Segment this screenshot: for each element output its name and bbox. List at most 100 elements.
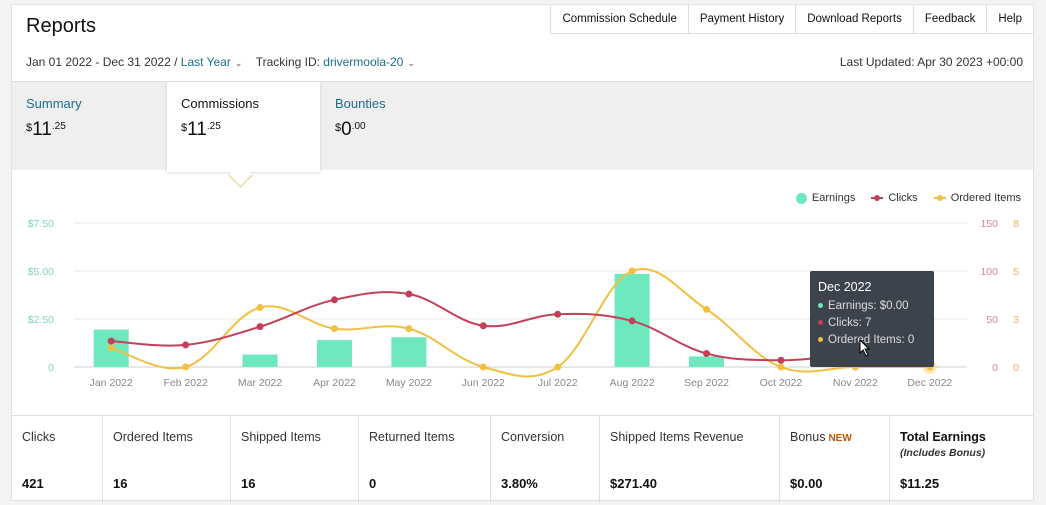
stat-value: $11.25 (900, 476, 940, 491)
tooltip-clicks-text: Clicks: 7 (828, 317, 872, 329)
stat-conversion: Conversion 3.80% (491, 416, 600, 503)
payment-history-button[interactable]: Payment History (688, 5, 797, 33)
tab-label: Commissions (181, 96, 260, 111)
report-tabs: Summary $11.25 Commissions $11.25 Bounti… (12, 81, 1033, 172)
commission-schedule-button[interactable]: Commission Schedule (551, 5, 689, 33)
y-right-clicks-tick-label: 150 (980, 218, 998, 230)
tab-label: Summary (26, 96, 82, 111)
clicks-point (330, 296, 338, 304)
amount-whole: 11 (32, 119, 52, 140)
stat-label: Ordered Items (113, 430, 193, 444)
ordered-items-point (479, 363, 487, 371)
stat-value: 16 (241, 476, 256, 491)
earnings-bar (689, 356, 725, 367)
stat-clicks: Clicks 421 (12, 416, 103, 503)
clicks-point (628, 317, 636, 325)
y-left-tick-label: $7.50 (28, 218, 54, 230)
legend-label: Clicks (888, 192, 918, 204)
tooltip-earnings: Earnings: $0.00 (818, 300, 926, 312)
y-right-clicks-tick-label: 100 (980, 266, 998, 278)
x-tick-label: Jan 2022 (90, 377, 133, 389)
x-tick-label: Sep 2022 (684, 377, 729, 389)
clicks-dot (818, 320, 823, 326)
ordered-items-point (628, 267, 636, 275)
legend-ordered-items[interactable]: Ordered Items (933, 192, 1021, 204)
stat-value: 3.80% (501, 476, 538, 491)
x-tick-label: Dec 2022 (907, 377, 952, 389)
amount-cents: .25 (206, 121, 221, 132)
clicks-point (405, 290, 413, 298)
period-dropdown[interactable]: Last Year ⌄ (181, 55, 243, 69)
tracking-id-dropdown[interactable]: drivermoola-20 ⌄ (323, 55, 415, 69)
y-right-clicks-tick-label: 0 (992, 362, 998, 374)
earnings-bar (391, 337, 427, 367)
stat-bonus: Bonus NEW $0.00 (780, 416, 890, 503)
x-tick-label: May 2022 (386, 377, 432, 389)
x-tick-label: Jul 2022 (538, 377, 578, 389)
ordered-items-point (330, 325, 338, 333)
legend-clicks[interactable]: Clicks (871, 192, 918, 204)
summary-amount: $11.25 (26, 119, 151, 141)
commissions-amount: $11.25 (181, 119, 306, 141)
feedback-button[interactable]: Feedback (913, 5, 988, 33)
ordered-items-point (777, 363, 785, 371)
earnings-dot (818, 303, 823, 309)
stat-label: Bonus (790, 430, 826, 444)
tracking-id-value: drivermoola-20 (323, 55, 404, 69)
stats-bar: Clicks 421 Ordered Items 16 Shipped Items 1… (12, 415, 1033, 503)
clicks-point (479, 322, 487, 330)
ordered-items-point (256, 303, 264, 311)
y-left-tick-label: $5.00 (28, 266, 54, 278)
chart-tooltip: Dec 2022 Earnings: $0.00 Clicks: 7 Order… (810, 271, 934, 367)
mouse-cursor-icon (859, 339, 871, 357)
period-label: Last Year (180, 55, 231, 69)
tooltip-ordered: Ordered Items: 0 (818, 334, 926, 346)
clicks-swatch (871, 195, 884, 201)
help-button[interactable]: Help (987, 5, 1033, 33)
stat-total-earnings: Total Earnings (Includes Bonus) $11.25 (890, 416, 1033, 503)
legend-label: Earnings (811, 192, 856, 204)
tooltip-title: Dec 2022 (818, 280, 872, 294)
bounties-amount: $0.00 (335, 119, 460, 141)
y-right-clicks-tick-label: 50 (986, 314, 998, 326)
download-reports-button[interactable]: Download Reports (796, 5, 914, 33)
y-left-tick-label: $2.50 (28, 314, 54, 326)
tab-bounties[interactable]: Bounties $0.00 (321, 82, 474, 170)
page-title: Reports (26, 15, 97, 37)
stat-label: Conversion (501, 430, 565, 444)
tab-commissions[interactable]: Commissions $11.25 (167, 82, 320, 172)
tooltip-earnings-text: Earnings: $0.00 (828, 300, 909, 312)
earnings-bar (242, 354, 278, 367)
stat-label: Returned Items (369, 430, 455, 444)
y-right-ordered-tick-label: 3 (1013, 314, 1019, 326)
stat-label: Shipped Items Revenue (610, 430, 744, 444)
clicks-point (182, 341, 190, 349)
ordered-items-point (405, 325, 413, 333)
stat-value: $271.40 (610, 476, 657, 491)
x-tick-label: Oct 2022 (760, 377, 803, 389)
tracking-label: Tracking ID: (255, 55, 324, 69)
y-right-ordered-tick-label: 0 (1013, 362, 1019, 374)
ordered-items-swatch (933, 195, 946, 201)
stat-returned-items: Returned Items 0 (359, 416, 491, 503)
chevron-down-icon: ⌄ (407, 58, 415, 68)
tab-summary[interactable]: Summary $11.25 (12, 82, 165, 170)
x-tick-label: Jun 2022 (462, 377, 505, 389)
stat-sublabel: (Includes Bonus) (900, 447, 986, 459)
new-badge: NEW (828, 433, 852, 444)
ordered-items-point (107, 344, 115, 352)
stat-value: 16 (113, 476, 128, 491)
y-right-ordered-tick-label: 8 (1013, 218, 1019, 230)
x-tick-label: Feb 2022 (163, 377, 208, 389)
amount-cents: .25 (51, 121, 66, 132)
legend-label: Ordered Items (950, 192, 1021, 204)
clicks-point (703, 350, 711, 358)
stat-value: 0 (369, 476, 377, 491)
stat-ordered-items: Ordered Items 16 (103, 416, 231, 503)
reports-panel: Reports Commission Schedule Payment Hist… (11, 4, 1034, 503)
stat-value: $0.00 (790, 476, 823, 491)
amount-whole: 11 (187, 119, 207, 140)
legend-earnings[interactable]: Earnings (795, 192, 856, 204)
earnings-chart: 0 0 0 $2.50 50 3 $5.00 100 5 $7.50 150 8 Jan 2022 Feb… (28, 218, 1019, 389)
amount-cents: .00 (351, 121, 366, 132)
